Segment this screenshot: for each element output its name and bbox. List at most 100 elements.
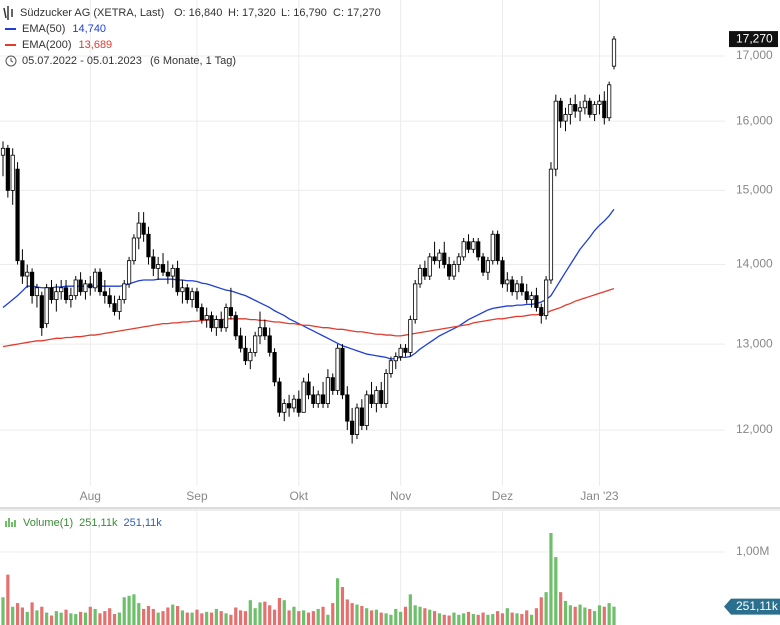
candle-body bbox=[44, 287, 49, 325]
candle-body bbox=[59, 287, 64, 293]
candle-body bbox=[190, 291, 195, 301]
volume-bar bbox=[272, 609, 277, 625]
candle-body bbox=[209, 315, 214, 329]
volume-bar bbox=[525, 610, 529, 625]
volume-bar bbox=[190, 612, 194, 625]
candle-body bbox=[514, 283, 520, 293]
volume-bar bbox=[447, 615, 451, 625]
volume-bar bbox=[175, 606, 180, 625]
volume-bar bbox=[302, 610, 306, 625]
candle-body bbox=[602, 100, 607, 119]
candle-body bbox=[417, 267, 423, 285]
candle-body bbox=[447, 264, 452, 277]
volume-bar bbox=[423, 608, 427, 625]
candle-body bbox=[476, 241, 481, 258]
legend-label: EMA(200) bbox=[22, 39, 72, 51]
candle-body bbox=[582, 100, 588, 109]
candle-body bbox=[524, 291, 529, 301]
volume-bar bbox=[399, 611, 403, 625]
candle-body bbox=[175, 267, 180, 293]
candle-body bbox=[15, 168, 20, 262]
candle-body bbox=[156, 264, 161, 269]
volume-bar bbox=[268, 605, 272, 625]
volume-bar bbox=[292, 606, 296, 625]
volume-bar bbox=[355, 604, 359, 625]
volume-bar bbox=[88, 606, 92, 625]
candle-body bbox=[539, 307, 544, 316]
volume-bar bbox=[476, 614, 480, 625]
volume-bar bbox=[554, 557, 558, 625]
x-tick-label: Aug bbox=[80, 489, 101, 503]
volume-bar bbox=[64, 609, 68, 625]
volume-bar bbox=[205, 611, 209, 625]
volume-bar bbox=[481, 612, 485, 625]
volume-bar bbox=[583, 607, 587, 625]
candle-body bbox=[413, 283, 418, 321]
candle-body bbox=[112, 303, 117, 312]
candle-body bbox=[170, 267, 175, 277]
candle-body bbox=[136, 222, 141, 239]
volume-bar bbox=[25, 611, 29, 625]
volume-bar bbox=[573, 606, 577, 625]
candle-body bbox=[214, 319, 219, 329]
candle-body bbox=[345, 394, 350, 422]
volume-bar bbox=[418, 606, 422, 625]
candle-body bbox=[587, 100, 592, 115]
candle-body bbox=[160, 264, 166, 273]
y-tick-label: 14,000 bbox=[736, 257, 773, 271]
ema-line bbox=[2, 287, 615, 348]
candle-body bbox=[597, 100, 602, 105]
candle-body bbox=[194, 291, 200, 308]
volume-bar bbox=[326, 614, 330, 625]
candle-body bbox=[451, 264, 457, 277]
candle-body bbox=[151, 256, 156, 269]
candle-body bbox=[306, 381, 311, 396]
candle-body bbox=[296, 398, 301, 413]
volume-bar bbox=[350, 603, 354, 625]
volume-bar bbox=[93, 608, 97, 625]
last-price-box bbox=[729, 31, 778, 48]
candle-body bbox=[287, 403, 292, 409]
candle-body bbox=[34, 287, 40, 297]
volume-bar bbox=[442, 614, 446, 625]
candle-body bbox=[10, 154, 15, 191]
volume-bar bbox=[340, 587, 345, 625]
volume-bar bbox=[306, 612, 311, 625]
volume-bar bbox=[146, 606, 151, 625]
volume-bar bbox=[200, 613, 204, 625]
volume-bar bbox=[365, 608, 369, 625]
volume-bar bbox=[287, 610, 291, 625]
volume-bar bbox=[229, 614, 233, 625]
volume-bar bbox=[243, 611, 248, 625]
candle-body bbox=[510, 279, 515, 293]
candle-body bbox=[456, 256, 461, 265]
candle-body bbox=[330, 377, 335, 391]
candle-body bbox=[54, 291, 59, 301]
candle-body bbox=[383, 373, 389, 404]
candle-body bbox=[316, 394, 321, 404]
volume-bar bbox=[588, 608, 592, 625]
candle-body bbox=[277, 381, 282, 413]
candle-body bbox=[480, 256, 486, 273]
volume-bar bbox=[224, 613, 228, 625]
candle-body bbox=[131, 237, 137, 262]
candle-body bbox=[500, 260, 505, 285]
volume-bar bbox=[607, 603, 611, 625]
candle-body bbox=[68, 295, 73, 301]
volume-bar bbox=[112, 614, 117, 625]
candle-body bbox=[63, 287, 69, 301]
candle-body bbox=[291, 398, 297, 409]
volume-bar bbox=[544, 592, 548, 625]
volume-bar bbox=[568, 605, 572, 625]
volume-label: Volume(1) bbox=[23, 517, 73, 529]
volume-bar bbox=[122, 597, 126, 625]
volume-bar bbox=[209, 612, 214, 625]
volume-bar bbox=[515, 613, 519, 625]
last-volume-box bbox=[724, 598, 780, 615]
candle-body bbox=[146, 233, 151, 258]
volume-bar bbox=[20, 607, 24, 625]
candle-body bbox=[0, 147, 6, 156]
volume-bar bbox=[59, 612, 63, 625]
volume-bar bbox=[428, 609, 432, 625]
volume-bar bbox=[496, 611, 500, 625]
